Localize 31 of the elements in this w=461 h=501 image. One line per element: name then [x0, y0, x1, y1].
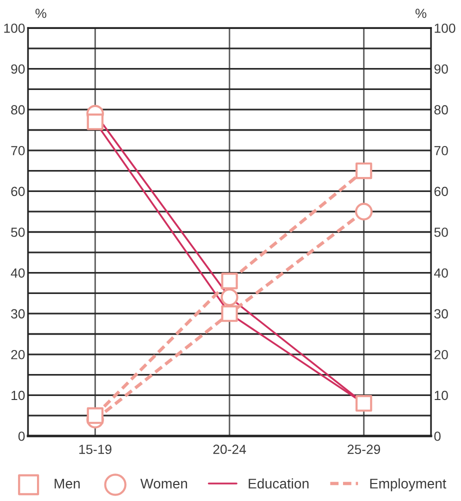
y2-tick-label: 90 [434, 64, 448, 74]
y-tick-label: 80 [11, 105, 25, 115]
y-tick-label: 30 [11, 309, 25, 319]
x-tick-label: 20-24 [213, 444, 246, 454]
legend-label: Education [248, 478, 309, 489]
legend-label: Women [140, 478, 188, 489]
y-tick-label: 50 [11, 228, 25, 237]
y2-tick-label: 20 [434, 350, 448, 360]
legend-label: Employment [370, 478, 446, 492]
y-tick-label: 10 [12, 390, 25, 400]
y2-tick-label: 100 [434, 24, 456, 33]
y2-axis-title: % [416, 8, 426, 18]
y2-tick-label: 50 [434, 228, 448, 237]
x-tick-label: 15-19 [79, 444, 112, 454]
y2-tick-label: 60 [434, 186, 448, 196]
y2-tick-label: 70 [434, 146, 448, 156]
y-tick-label: 70 [11, 146, 25, 156]
y-tick-label: 60 [11, 186, 25, 196]
y2-tick-label: 30 [434, 309, 448, 319]
x-tick-label: 25-29 [348, 444, 380, 454]
y-tick-label: 40 [10, 268, 25, 278]
y-tick-label: 100 [4, 24, 25, 33]
y2-tick-label: 10 [434, 390, 448, 400]
y2-tick-label: 40 [434, 268, 448, 278]
legend-label: Men [54, 478, 80, 489]
y-tick-label: 90 [11, 64, 25, 74]
y-tick-label: 0 [18, 432, 25, 441]
y-tick-label: 20 [11, 350, 25, 360]
y2-tick-label: 80 [434, 105, 448, 115]
y2-tick-label: 0 [434, 432, 441, 441]
y-axis-title: % [36, 8, 46, 18]
